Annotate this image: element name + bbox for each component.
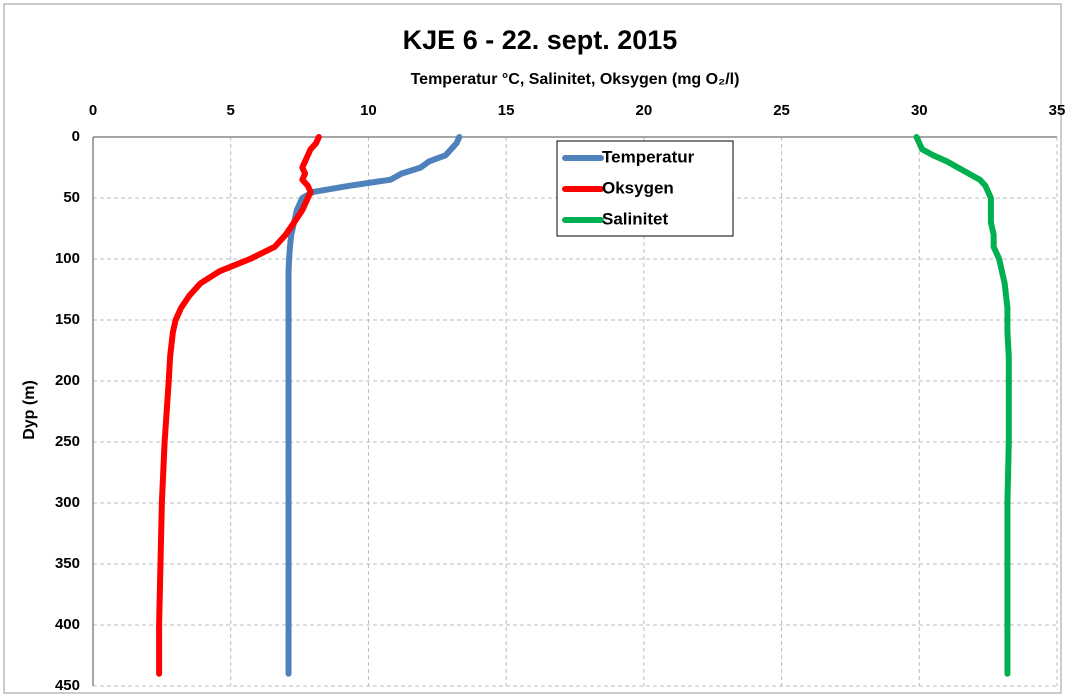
x-tick-label: 30	[911, 102, 928, 119]
legend-label: Oksygen	[602, 178, 674, 197]
legend-label: Temperatur	[602, 147, 695, 166]
y-tick-label: 450	[55, 677, 80, 694]
data-line	[285, 134, 463, 677]
y-tick-label: 200	[55, 372, 80, 389]
y-tick-label: 350	[55, 555, 80, 572]
y-tick-label: 50	[63, 189, 80, 206]
x-tick-label: 5	[227, 102, 235, 119]
data-line	[156, 134, 322, 677]
legend: Temperatur Oksygen Salinitet	[556, 140, 734, 237]
x-tick-label: 10	[360, 102, 377, 119]
x-tick-label: 15	[498, 102, 515, 119]
y-tick-label: 100	[55, 250, 80, 267]
y-tick-label: 250	[55, 433, 80, 450]
y-tick-label: 400	[55, 616, 80, 633]
y-tick-label: 300	[55, 494, 80, 511]
y-tick-label: 0	[72, 128, 80, 145]
x-axis-label: Temperatur °C, Salinitet, Oksygen (mg O₂…	[411, 71, 740, 88]
x-tick-label: 25	[773, 102, 790, 119]
y-tick-label: 150	[55, 311, 80, 328]
x-tick-label: 0	[89, 102, 97, 119]
chart-border	[3, 3, 1062, 694]
x-tick-label: 20	[636, 102, 653, 119]
x-tick-label: 35	[1049, 102, 1065, 119]
legend-label: Salinitet	[602, 209, 668, 228]
data-line	[913, 134, 1012, 677]
y-axis-label: Dyp (m)	[21, 380, 38, 440]
chart-title: KJE 6 - 22. sept. 2015	[403, 25, 678, 55]
